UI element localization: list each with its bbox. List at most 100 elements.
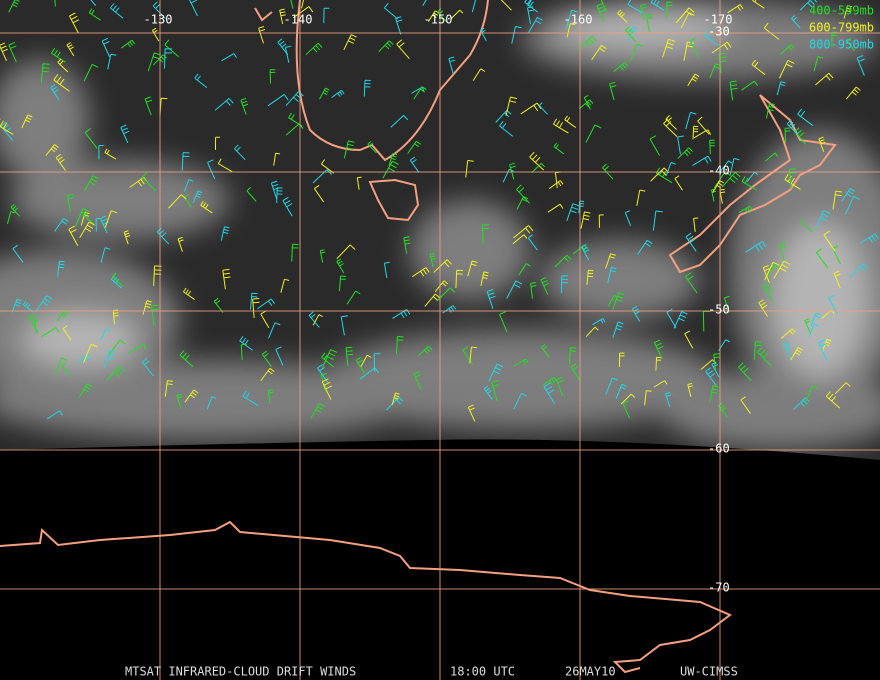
wind-barb [620,393,636,405]
wind-barb [150,304,159,326]
wind-barb [220,226,230,241]
wind-barb [356,176,362,190]
wind-barb [260,310,270,328]
wind-barb [684,330,694,349]
wind-barb [355,356,366,374]
wind-barb [11,298,22,313]
wind-barb [267,94,289,107]
wind-barb [556,376,564,397]
wind-barb [66,193,74,212]
wind-barb [396,39,410,60]
wind-barb [697,116,710,135]
wind-barb [751,0,765,9]
wind-barb [345,346,354,366]
wind-barb [310,403,325,419]
wind-barb [66,42,75,57]
wind-barb [637,239,653,255]
wind-barb [825,391,841,409]
wind-barb [472,68,486,81]
wind-barb [101,37,111,58]
wind-barb [268,322,281,339]
wind-barb [127,343,147,354]
wind-barbs [0,0,879,422]
wind-barb [653,339,664,360]
wind-barb [841,187,855,202]
wind-barb [107,53,117,70]
wind-barb [164,380,174,397]
wind-barb [462,346,474,365]
wind-barb [627,0,644,15]
wind-barb [832,245,841,265]
wind-barb [781,328,796,339]
wind-barb [753,341,762,360]
wind-barb [528,16,543,34]
wind-barb [831,31,838,48]
wind-barb [336,258,345,274]
wind-barb [685,272,698,294]
wind-barb [305,42,323,56]
wind-barb [705,367,717,386]
wind-barb [392,308,411,319]
wind-barb [578,35,597,50]
wind-barb [636,189,646,206]
wind-barb [258,26,266,44]
wind-barb [319,249,326,263]
wind-barb [323,7,330,24]
wind-barb [55,153,66,171]
wind-barb [436,287,456,302]
wind-barb [778,59,795,79]
wind-barb [602,163,614,180]
wind-barb [609,81,617,101]
wind-barb [246,187,257,202]
wind-barb [613,62,629,73]
wind-barb [239,336,254,351]
wind-barb [845,196,861,215]
wind-barb [395,336,404,354]
wind-barb [21,114,33,129]
wind-barb [843,5,853,19]
wind-barb [54,357,68,375]
wind-barb [144,96,153,116]
wind-barb [106,366,126,381]
wind-barb [83,175,99,192]
wind-barb [270,180,280,200]
wind-barb [99,328,111,341]
wind-barb [757,346,772,367]
wind-barb [112,309,119,325]
wind-barb [250,292,258,310]
wind-barb [833,270,841,289]
wind-barb [663,118,678,138]
wind-barb [513,393,528,410]
wind-barb [104,350,116,368]
wind-barb [411,86,425,94]
wind-barb [650,0,665,11]
wind-barb [242,390,259,407]
wind-barb [179,350,194,368]
wind-barb [793,397,810,410]
wind-barb [765,152,779,162]
wind-barb [222,268,231,290]
wind-barb [267,389,274,404]
wind-barb [483,385,493,400]
wind-barb [34,319,40,334]
wind-barb [741,176,757,191]
wind-barb [619,352,625,368]
wind-barb [516,184,530,204]
wind-barb [540,276,550,295]
wind-barb [776,81,786,96]
wind-barb [469,346,478,364]
wind-barb [506,280,523,299]
wind-barb [631,305,641,322]
wind-barb [252,298,260,319]
wind-barb [547,203,564,213]
wind-barb [687,382,693,397]
wind-barb [367,140,377,154]
wind-barb [554,254,572,268]
wind-barb [98,145,104,160]
wind-barb [542,376,558,386]
wind-barb [745,241,767,253]
wind-barb [152,1,166,19]
wind-barb [499,120,514,137]
wind-barb [856,55,865,76]
wind-barb [269,69,276,84]
